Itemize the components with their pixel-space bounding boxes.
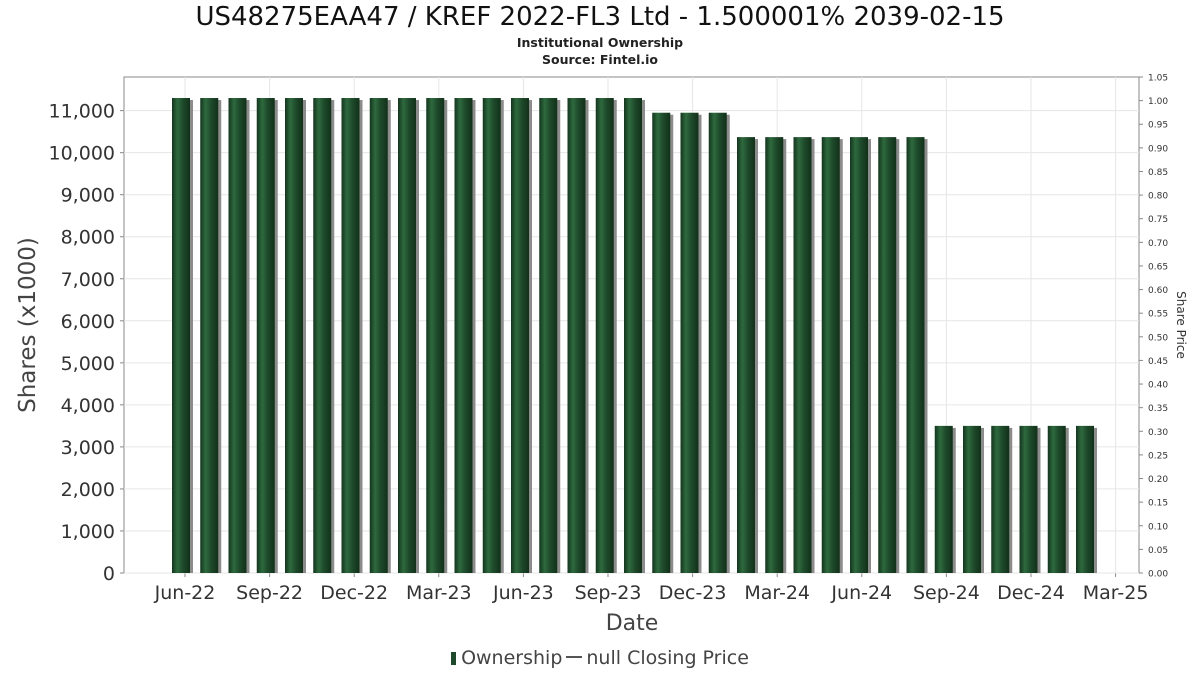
ownership-bar [963,425,981,573]
chart-title: US48275EAA47 / KREF 2022-FL3 Ltd - 1.500… [195,2,1005,32]
y2-tick-label: 0.40 [1148,381,1168,391]
y2-tick-label: 0.25 [1148,451,1168,461]
y-tick-label: 0 [103,563,115,585]
ownership-bar [482,98,501,573]
ownership-bar [511,98,529,573]
x-tick-label: Mar-24 [744,582,810,604]
ownership-bar [850,137,868,574]
y2-tick-label: 0.45 [1148,357,1168,367]
ownership-bar [1019,425,1038,573]
ownership-bar [567,98,586,573]
y2-tick-label: 0.75 [1148,215,1168,225]
y2-tick-label: 0.90 [1148,144,1168,154]
y-tick-label: 8,000 [61,227,115,249]
ownership-bar [539,98,558,573]
ownership-bar [991,425,1010,573]
ownership-bar [172,98,190,573]
y2-tick-label: 0.10 [1148,522,1168,532]
x-tick-label: Mar-23 [406,582,472,604]
closing-price-legend-label: null Closing Price [586,647,749,669]
y-tick-label: 10,000 [49,143,115,165]
ownership-bar [821,137,840,574]
y2-tick-label: 0.00 [1148,570,1168,580]
ownership-bar [426,98,445,573]
x-tick-label: Dec-23 [659,582,727,604]
y-tick-label: 9,000 [61,185,115,207]
y2-tick-label: 0.30 [1148,428,1168,438]
ownership-bar [906,137,925,574]
y-tick-label: 11,000 [49,101,115,123]
x-tick-label: Sep-24 [913,582,980,604]
y-tick-label: 4,000 [61,395,115,417]
ownership-bar [624,98,642,573]
x-tick-label: Mar-25 [1083,582,1149,604]
closing-price-legend-line [566,656,583,658]
y2-tick-label: 1.05 [1148,74,1168,84]
ownership-bar [765,137,784,574]
y2-tick-label: 0.50 [1148,333,1168,343]
y2-tick-label: 0.85 [1148,168,1168,178]
y2-tick-label: 0.15 [1148,499,1168,509]
y-tick-label: 3,000 [61,437,115,459]
y2-tick-label: 0.55 [1148,310,1168,320]
ownership-bar [228,98,247,573]
ownership-bar [398,98,416,573]
y2-tick-label: 0.05 [1148,546,1168,556]
ownership-bar [934,425,953,573]
y2-tick-label: 0.80 [1148,192,1168,202]
ownership-bar [313,98,332,573]
ownership-bar [708,112,727,573]
ownership-bar [285,98,303,573]
ownership-bar [1047,425,1066,573]
y-tick-label: 5,000 [61,353,115,375]
ownership-bar [793,137,812,574]
x-tick-label: Sep-22 [236,582,303,604]
ownership-bar [878,137,897,574]
x-axis-title: Date [606,611,659,636]
x-tick-label: Jun-24 [830,582,892,604]
chart-legend: Ownership null Closing Price [0,647,1200,669]
y2-tick-label: 0.60 [1148,286,1168,296]
ownership-bar [737,137,755,574]
ownership-bar [341,98,360,573]
y2-tick-label: 0.65 [1148,262,1168,272]
x-tick-label: Jun-22 [154,582,216,604]
y2-tick-label: 0.70 [1148,239,1168,249]
chart-source: Source: Fintel.io [542,52,658,67]
ownership-bar [1076,425,1094,573]
ownership-bar [200,98,219,573]
y-axis-title: Shares (x1000) [15,237,41,413]
ownership-legend-label: Ownership [461,647,563,669]
x-tick-label: Jun-23 [492,582,554,604]
y2-tick-label: 0.35 [1148,404,1168,414]
ownership-bar [454,98,473,573]
y-tick-label: 1,000 [61,521,115,543]
x-tick-label: Sep-23 [575,582,642,604]
ownership-bar [256,98,275,573]
ownership-bar [652,112,671,573]
y2-tick-label: 0.95 [1148,121,1168,131]
ownership-legend-swatch [451,652,457,665]
y-tick-label: 6,000 [61,311,115,333]
chart-subtitle: Institutional Ownership [516,35,684,50]
x-tick-label: Dec-24 [997,582,1065,604]
y2-tick-label: 1.00 [1148,97,1168,107]
ownership-bar [680,112,699,573]
ownership-bar [369,98,388,573]
y2-tick-label: 0.20 [1148,475,1168,485]
y2-axis-title: Share Price [1174,291,1188,359]
y-tick-label: 2,000 [61,479,115,501]
x-tick-label: Dec-22 [320,582,388,604]
y-tick-label: 7,000 [61,269,115,291]
ownership-bar [595,98,614,573]
